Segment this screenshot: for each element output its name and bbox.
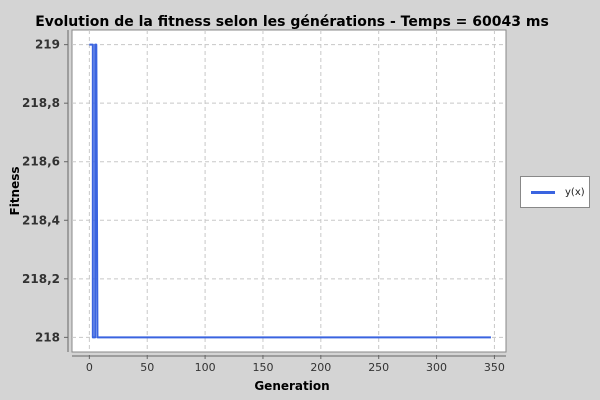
series-line <box>89 43 491 339</box>
x-tick-label: 250 <box>368 361 389 374</box>
x-tick-label: 350 <box>484 361 505 374</box>
x-tick-label: 200 <box>310 361 331 374</box>
legend-swatch <box>531 190 555 194</box>
grid-layer <box>72 30 506 352</box>
legend-label: y(x) <box>565 186 585 198</box>
legend: y(x) <box>520 176 590 208</box>
y-tick-label: 219 <box>35 38 60 52</box>
x-tick-label: 300 <box>426 361 447 374</box>
plot-area <box>71 29 507 353</box>
y-tick-label: 218,2 <box>22 272 60 286</box>
chart-title: Evolution de la fitness selon les généra… <box>35 14 549 30</box>
x-axis-label: Generation <box>254 379 329 393</box>
y-tick-label: 218 <box>35 330 60 344</box>
x-tick-label: 150 <box>252 361 273 374</box>
series-layer <box>89 43 491 339</box>
x-tick-label: 100 <box>195 361 216 374</box>
y-tick-label: 218,8 <box>22 96 60 110</box>
x-tick-label: 0 <box>86 361 93 374</box>
x-tick-label: 50 <box>140 361 154 374</box>
y-tick-label: 218,4 <box>22 213 60 227</box>
y-axis-label: Fitness <box>8 166 22 215</box>
y-tick-label: 218,6 <box>22 155 60 169</box>
axis-layer: 0 50 100 150 200 250 300 350 218 218,2 218,4 218,6 2… <box>22 30 506 374</box>
